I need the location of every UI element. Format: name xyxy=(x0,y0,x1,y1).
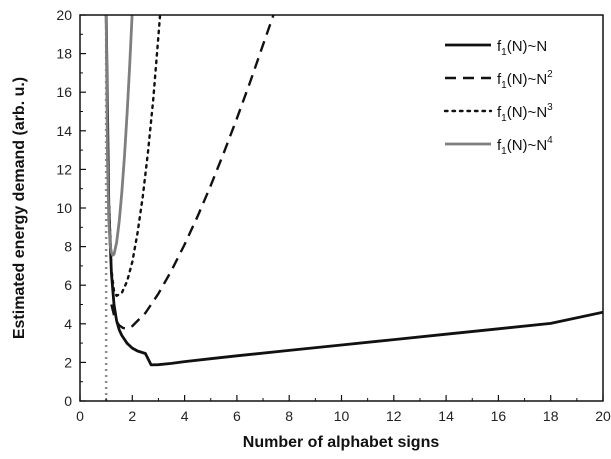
x-tick-label: 16 xyxy=(491,408,507,424)
legend-label-base: f xyxy=(497,137,502,154)
y-tick-label: 0 xyxy=(64,393,72,409)
legend-label-rest: (N)~N xyxy=(507,38,547,55)
legend-label-2: f1(N)~N2 xyxy=(497,69,553,91)
y-tick-label: 10 xyxy=(56,200,72,216)
y-tick-label: 2 xyxy=(64,354,72,370)
legend-label-superscript: 3 xyxy=(547,102,553,113)
series-line-2 xyxy=(110,15,275,330)
series-layer xyxy=(104,15,603,367)
x-tick-label: 20 xyxy=(595,408,611,424)
x-tick-label: 8 xyxy=(285,408,293,424)
legend-label-subscript: 1 xyxy=(501,80,507,91)
series-line-1 xyxy=(104,15,603,367)
legend-label-base: f xyxy=(497,104,502,121)
y-tick-label: 12 xyxy=(56,161,72,177)
legend-label-1: f1(N)~N xyxy=(497,38,547,58)
y-tick-label: 18 xyxy=(56,46,72,62)
y-tick-label: 6 xyxy=(64,277,72,293)
y-tick-label: 14 xyxy=(56,123,72,139)
legend-label-rest: (N)~N xyxy=(507,71,547,88)
y-tick-label: 4 xyxy=(64,316,72,332)
x-tick-label: 2 xyxy=(128,408,136,424)
legend-label-base: f xyxy=(497,38,502,55)
legend-label-subscript: 1 xyxy=(501,47,507,58)
x-tick-label: 14 xyxy=(438,408,454,424)
x-tick-label: 12 xyxy=(386,408,402,424)
x-axis-title: Number of alphabet signs xyxy=(243,434,440,451)
legend-label-rest: (N)~N xyxy=(507,104,547,121)
legend-label-superscript: 4 xyxy=(547,135,553,146)
y-ticks: 0 2 4 6 8 10 12 14 16 18 20 xyxy=(56,7,86,409)
legend-label-3: f1(N)~N3 xyxy=(497,102,553,124)
legend-label-rest: (N)~N xyxy=(507,137,547,154)
x-tick-label: 6 xyxy=(233,408,241,424)
y-tick-label: 16 xyxy=(56,84,72,100)
x-tick-label: 4 xyxy=(181,408,189,424)
legend-label-base: f xyxy=(497,71,502,88)
x-ticks: 0 2 4 6 8 10 12 14 16 18 20 xyxy=(76,395,611,424)
legend-label-subscript: 1 xyxy=(501,146,507,157)
legend-label-superscript: 2 xyxy=(547,69,553,80)
x-tick-label: 10 xyxy=(334,408,350,424)
legend-label-4: f1(N)~N4 xyxy=(497,135,553,157)
series-line-4 xyxy=(104,15,134,257)
y-axis-title: Estimated energy demand (arb. u.) xyxy=(11,77,28,339)
y-tick-label: 20 xyxy=(56,7,72,23)
x-tick-label: 0 xyxy=(76,408,84,424)
legend-label-subscript: 1 xyxy=(501,113,507,124)
y-tick-label: 8 xyxy=(64,239,72,255)
series-line-3 xyxy=(107,15,162,297)
x-tick-label: 18 xyxy=(543,408,559,424)
